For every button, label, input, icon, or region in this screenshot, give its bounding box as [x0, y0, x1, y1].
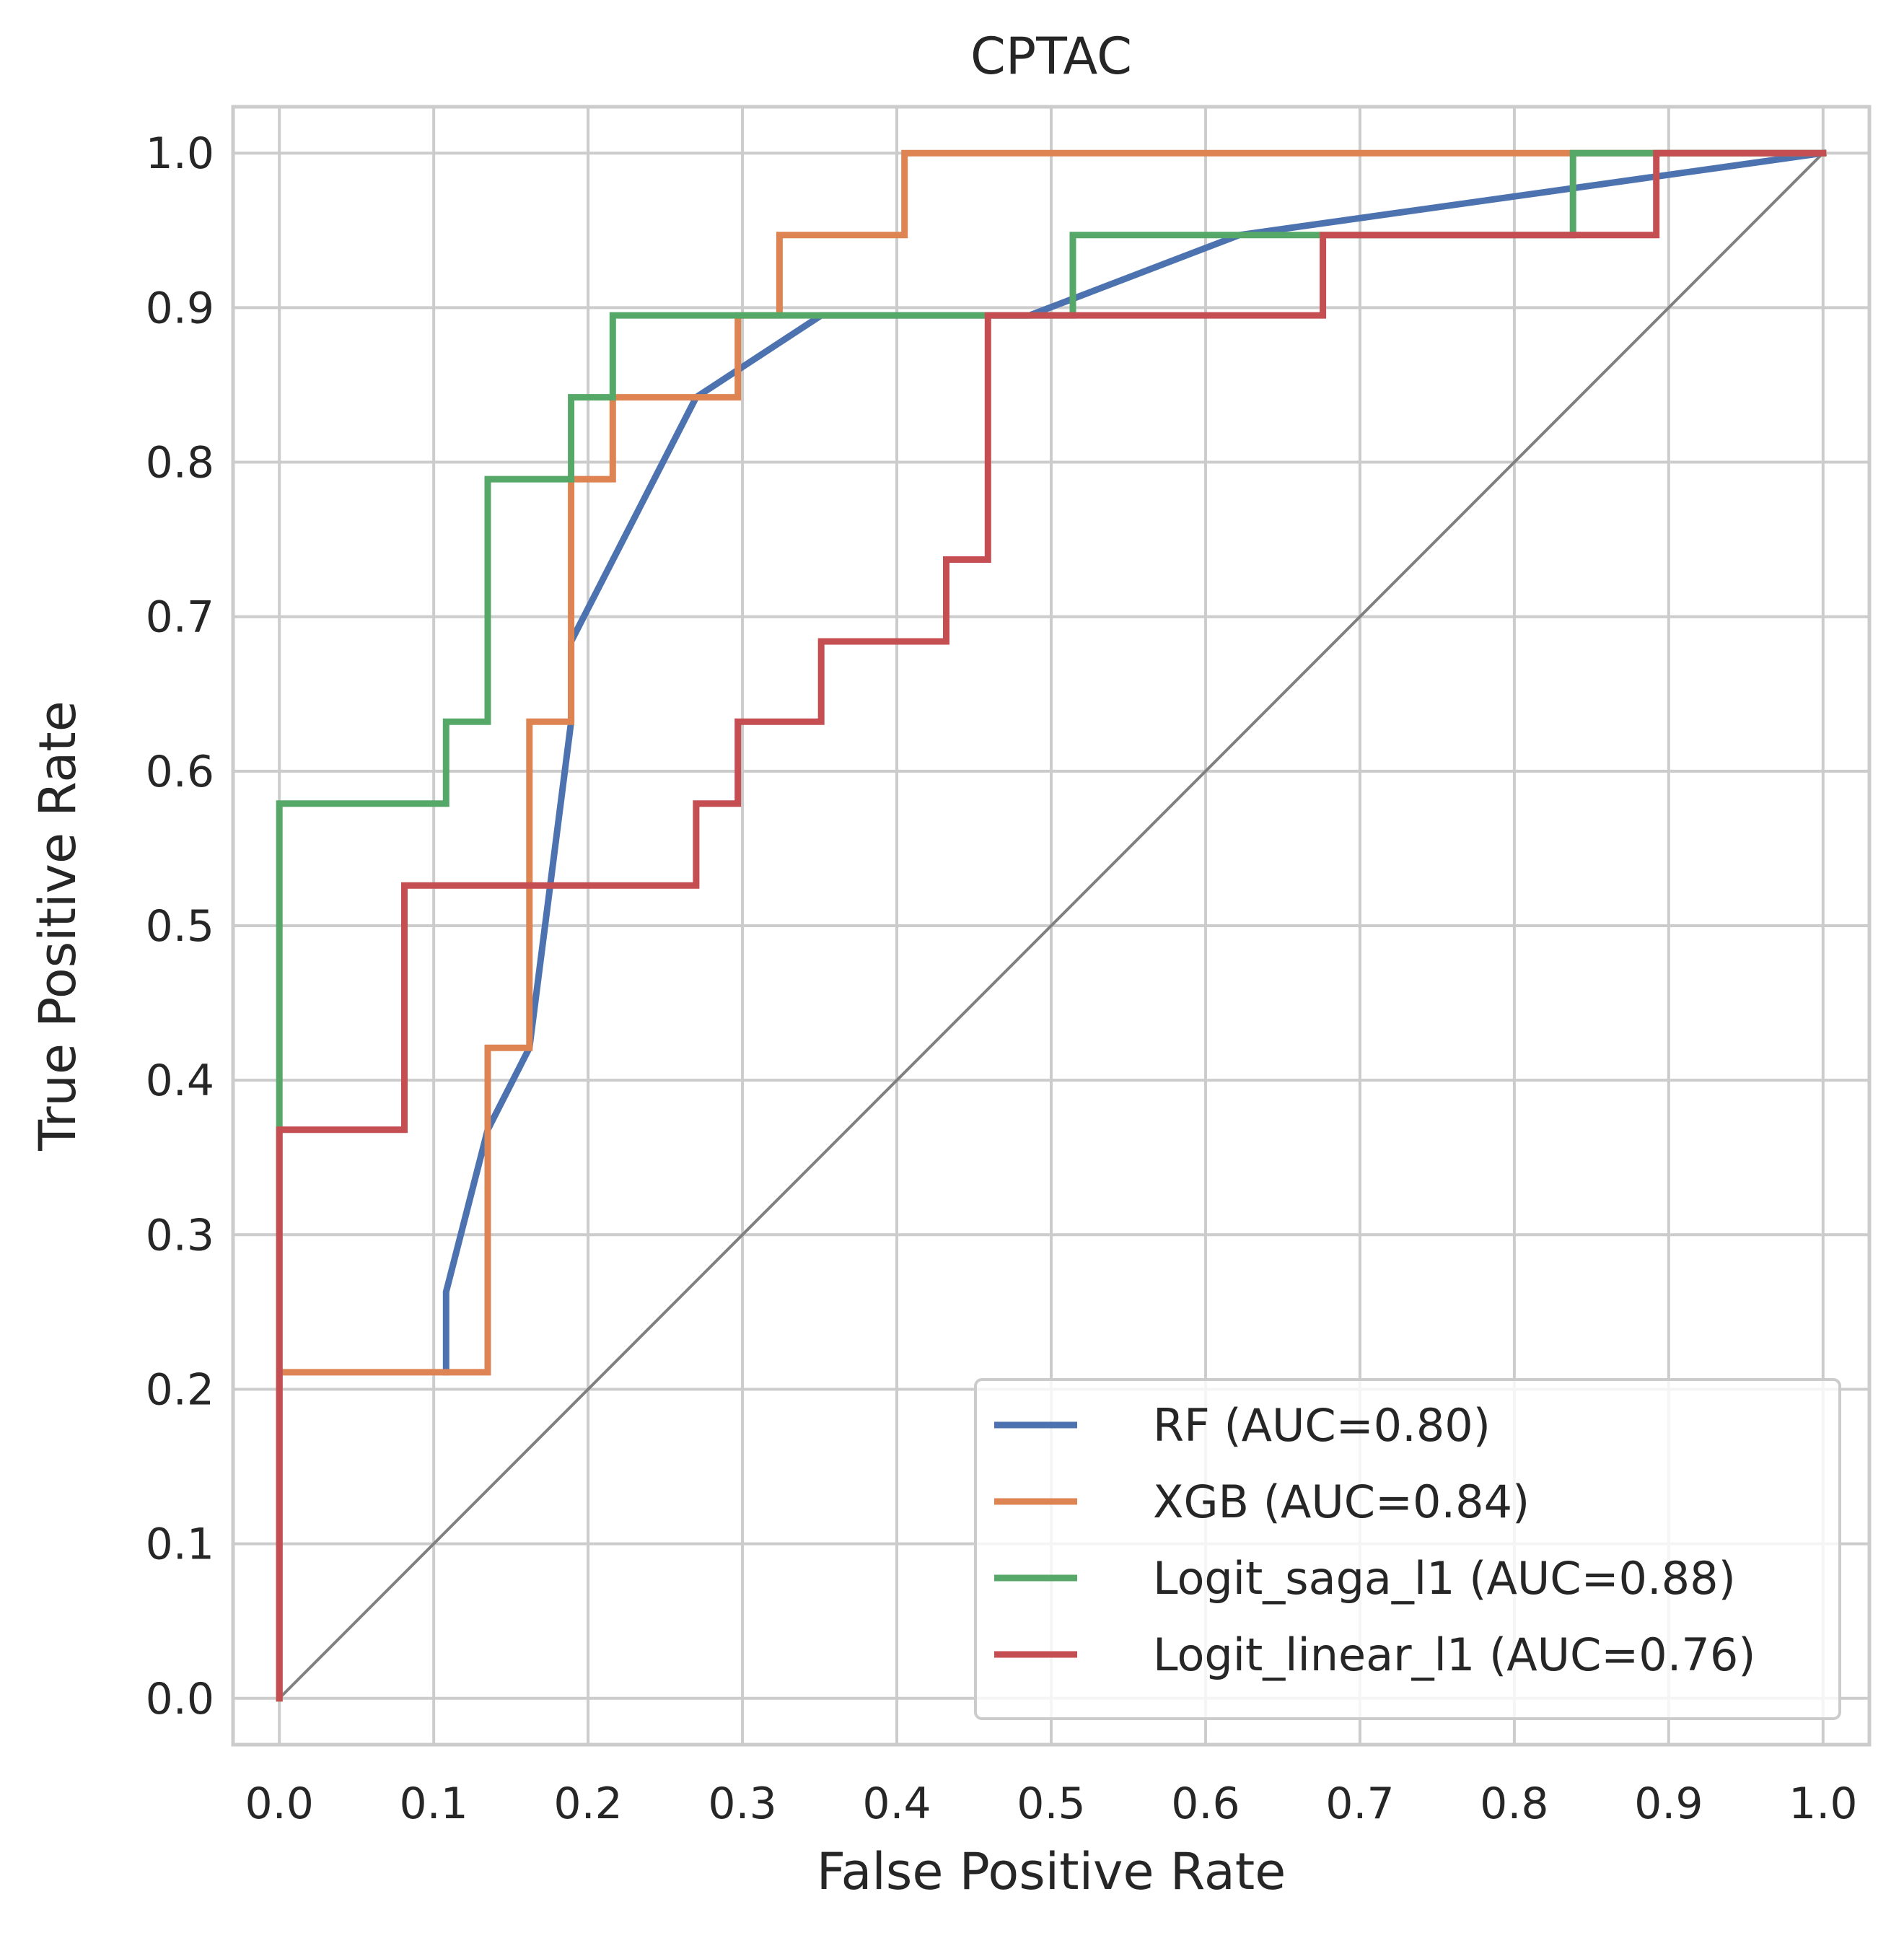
plot-frame — [231, 105, 1872, 1747]
y-tick-label: 0.2 — [146, 1364, 214, 1415]
y-tick-label: 0.0 — [146, 1674, 214, 1724]
y-tick-label: 0.9 — [146, 283, 214, 333]
x-axis-label: False Positive Rate — [817, 1842, 1286, 1901]
legend-label: Logit_linear_l1 (AUC=0.76) — [1153, 1628, 1756, 1681]
x-tick-label: 0.4 — [862, 1779, 931, 1829]
x-tick-label: 0.0 — [245, 1779, 313, 1829]
y-tick-label: 0.5 — [146, 901, 214, 952]
legend-box — [974, 1378, 1841, 1720]
y-tick-label: 0.7 — [146, 592, 214, 643]
series-line-4 — [276, 149, 1827, 1702]
y-tick-label: 0.1 — [146, 1520, 214, 1570]
x-tick-labels: 0.0 0.1 0.2 0.3 0.4 0.5 0.6 0.7 0.8 0.9 1.0 — [245, 1779, 1857, 1829]
x-tick-label: 0.7 — [1325, 1779, 1394, 1829]
y-tick-labels: 0.0 0.1 0.2 0.3 0.4 0.5 0.6 0.7 0.8 0.9 1.0 — [146, 128, 214, 1724]
legend-label: RF (AUC=0.80) — [1153, 1399, 1491, 1452]
y-tick-label: 1.0 — [146, 128, 214, 179]
x-tick-label: 0.9 — [1634, 1779, 1703, 1829]
y-tick-label: 0.6 — [146, 747, 214, 797]
y-axis-label: True Positive Rate — [28, 701, 87, 1152]
y-tick-label: 0.3 — [146, 1210, 214, 1261]
x-tick-label: 0.2 — [553, 1779, 622, 1829]
series-line-3 — [276, 149, 1827, 1702]
legend-label: XGB (AUC=0.84) — [1153, 1476, 1530, 1528]
x-tick-label: 0.3 — [708, 1779, 776, 1829]
legend: RF (AUC=0.80) XGB (AUC=0.84) Logit_saga_l1… — [974, 1378, 1841, 1720]
x-tick-label: 0.8 — [1480, 1779, 1548, 1829]
y-tick-label: 0.8 — [146, 438, 214, 488]
legend-label: Logit_saga_l1 (AUC=0.88) — [1153, 1552, 1736, 1605]
series-layer — [276, 149, 1827, 1702]
chance-diagonal-line — [278, 152, 1825, 1700]
x-tick-label: 1.0 — [1789, 1779, 1857, 1829]
chart-title: CPTAC — [970, 27, 1132, 86]
x-tick-label: 0.1 — [399, 1779, 468, 1829]
diagonal-layer — [278, 152, 1825, 1700]
y-tick-label: 0.4 — [146, 1056, 214, 1106]
x-tick-label: 0.6 — [1171, 1779, 1240, 1829]
x-tick-label: 0.5 — [1017, 1779, 1085, 1829]
series-line-2 — [276, 149, 1827, 1702]
